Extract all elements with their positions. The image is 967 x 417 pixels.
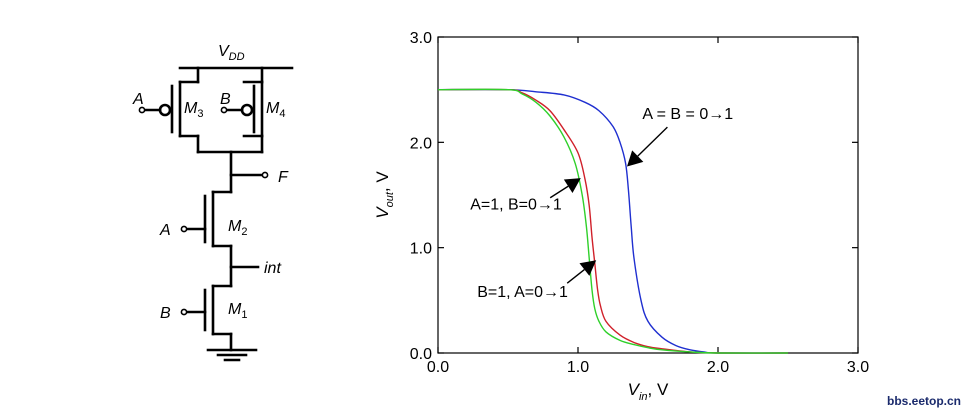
annotation-arrowhead-1 bbox=[627, 150, 644, 167]
m2-input-label: A bbox=[159, 222, 171, 239]
m3-input-label: A bbox=[132, 91, 144, 108]
annotation-arrow-1 bbox=[637, 126, 668, 157]
y-tick-label: 0.0 bbox=[410, 346, 432, 363]
output-terminal bbox=[261, 171, 269, 179]
x-tick-label: 3.0 bbox=[847, 359, 869, 376]
y-tick-label: 2.0 bbox=[410, 135, 432, 152]
series-line-1 bbox=[437, 88, 789, 354]
y-tick-label: 3.0 bbox=[410, 30, 432, 47]
m1-label: M1 bbox=[228, 301, 247, 321]
x-axis-label: Vin, V bbox=[628, 380, 669, 403]
vdd-label: VDD bbox=[218, 43, 245, 63]
y-axis-label: Vout, V bbox=[373, 171, 396, 219]
series-line-2 bbox=[437, 88, 789, 354]
annotation-arrow-2 bbox=[549, 185, 569, 199]
series-line-3 bbox=[437, 88, 789, 354]
annotation-arrowhead-3 bbox=[579, 260, 597, 276]
m1-input-label: B bbox=[160, 305, 171, 322]
circuit-schematic bbox=[138, 66, 294, 362]
vtc-chart: 0.0 1.0 2.0 3.0 0.0 1.0 2.0 3.0 A = B = 0→1 A=1,… bbox=[373, 30, 869, 403]
m3-label: M3 bbox=[184, 100, 203, 120]
input-a-terminal bbox=[180, 225, 188, 233]
m4-gate-bubble bbox=[240, 103, 254, 117]
annotation-label-2: A=1, B=0→1 bbox=[470, 197, 562, 214]
schematic-labels: VDD A M3 B M4 F A M2 int B M1 bbox=[132, 43, 289, 322]
axis-ticks: 0.0 1.0 2.0 3.0 0.0 1.0 2.0 3.0 bbox=[410, 30, 869, 376]
x-tick-label: 1.0 bbox=[567, 359, 589, 376]
annotation-label-3: B=1, A=0→1 bbox=[477, 284, 568, 301]
annotations: A = B = 0→1 A=1, B=0→1 B=1, A=0→1 bbox=[470, 106, 733, 301]
m2-label: M2 bbox=[228, 218, 247, 238]
plot-frame bbox=[437, 36, 859, 354]
m3-gate-bubble bbox=[158, 103, 172, 117]
series-lines bbox=[437, 88, 789, 354]
y-tick-label: 1.0 bbox=[410, 241, 432, 258]
input-b-terminal bbox=[180, 308, 188, 316]
x-tick-label: 2.0 bbox=[707, 359, 729, 376]
annotation-arrow-3 bbox=[566, 269, 585, 284]
x-tick-label: 0.0 bbox=[427, 359, 449, 376]
input-a-terminal-top bbox=[138, 106, 146, 114]
annotation-arrowhead-2 bbox=[563, 178, 581, 193]
m4-label: M4 bbox=[266, 100, 285, 120]
annotation-label-1: A = B = 0→1 bbox=[642, 106, 733, 123]
watermark: bbs.eetop.cn bbox=[886, 394, 961, 408]
int-label: int bbox=[264, 260, 281, 277]
m4-input-label: B bbox=[220, 91, 231, 108]
output-label: F bbox=[278, 169, 289, 186]
input-b-terminal-top bbox=[220, 106, 228, 114]
